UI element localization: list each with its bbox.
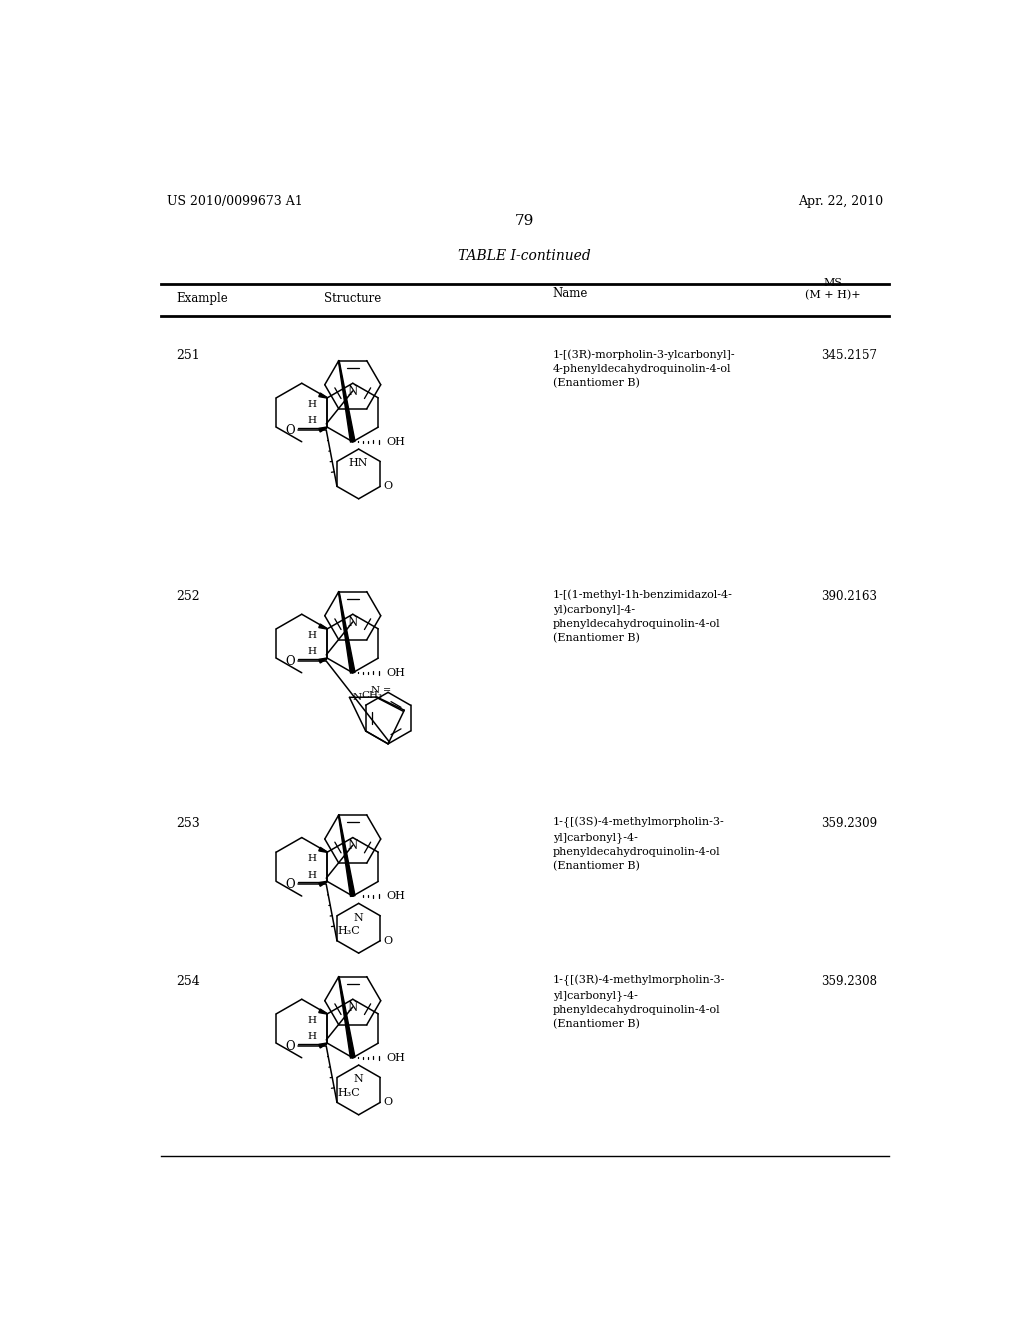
Text: O: O bbox=[286, 878, 295, 891]
Text: H: H bbox=[307, 1015, 316, 1024]
Text: H: H bbox=[307, 871, 316, 879]
Text: N: N bbox=[353, 912, 364, 923]
Text: Structure: Structure bbox=[325, 292, 381, 305]
Text: OH: OH bbox=[386, 437, 404, 446]
Polygon shape bbox=[318, 657, 328, 663]
Text: H: H bbox=[307, 417, 316, 425]
Text: 359.2309: 359.2309 bbox=[821, 817, 878, 830]
Text: H: H bbox=[307, 400, 316, 408]
Text: HN: HN bbox=[349, 458, 369, 469]
Text: O: O bbox=[286, 655, 295, 668]
Text: CH₃: CH₃ bbox=[361, 692, 383, 701]
Text: 390.2163: 390.2163 bbox=[821, 590, 878, 603]
Text: N: N bbox=[347, 840, 357, 853]
Text: 359.2308: 359.2308 bbox=[821, 974, 878, 987]
Text: H: H bbox=[307, 631, 316, 639]
Polygon shape bbox=[338, 977, 355, 1059]
Polygon shape bbox=[318, 882, 328, 886]
Text: O: O bbox=[383, 936, 392, 945]
Text: O: O bbox=[286, 1040, 295, 1052]
Text: 251: 251 bbox=[176, 350, 200, 363]
Text: 1-{[(3S)-4-methylmorpholin-3-
yl]carbonyl}-4-
phenyldecahydroquinolin-4-ol
(Enan: 1-{[(3S)-4-methylmorpholin-3- yl]carbony… bbox=[553, 817, 724, 871]
Text: TABLE I-continued: TABLE I-continued bbox=[459, 249, 591, 263]
Text: N: N bbox=[347, 385, 357, 397]
Text: H₃C: H₃C bbox=[337, 927, 359, 936]
Polygon shape bbox=[338, 360, 355, 442]
Text: O: O bbox=[383, 482, 392, 491]
Polygon shape bbox=[318, 847, 328, 853]
Text: Example: Example bbox=[176, 292, 227, 305]
Text: 79: 79 bbox=[515, 214, 535, 228]
Text: 254: 254 bbox=[176, 974, 200, 987]
Text: H: H bbox=[307, 854, 316, 863]
Text: H₃C: H₃C bbox=[337, 1088, 359, 1098]
Text: 1-[(1-methyl-1h-benzimidazol-4-
yl)carbonyl]-4-
phenyldecahydroquinolin-4-ol
(En: 1-[(1-methyl-1h-benzimidazol-4- yl)carbo… bbox=[553, 590, 732, 643]
Text: 345.2157: 345.2157 bbox=[821, 350, 878, 363]
Text: 253: 253 bbox=[176, 817, 200, 830]
Text: US 2010/0099673 A1: US 2010/0099673 A1 bbox=[167, 195, 302, 209]
Text: N: N bbox=[352, 693, 361, 702]
Polygon shape bbox=[318, 393, 328, 399]
Polygon shape bbox=[318, 1043, 328, 1048]
Text: 252: 252 bbox=[176, 590, 200, 603]
Text: O: O bbox=[286, 424, 295, 437]
Text: Apr. 22, 2010: Apr. 22, 2010 bbox=[799, 195, 884, 209]
Polygon shape bbox=[338, 814, 355, 896]
Text: OH: OH bbox=[386, 891, 404, 902]
Text: OH: OH bbox=[386, 1053, 404, 1063]
Text: N: N bbox=[353, 1074, 364, 1084]
Text: MS
(M + H)+: MS (M + H)+ bbox=[806, 279, 861, 300]
Text: N: N bbox=[347, 615, 357, 628]
Polygon shape bbox=[318, 624, 328, 630]
Text: H: H bbox=[307, 1032, 316, 1041]
Text: Name: Name bbox=[553, 286, 588, 300]
Text: O: O bbox=[383, 1097, 392, 1107]
Text: H: H bbox=[307, 648, 316, 656]
Text: 1-[(3R)-morpholin-3-ylcarbonyl]-
4-phenyldecahydroquinolin-4-ol
(Enantiomer B): 1-[(3R)-morpholin-3-ylcarbonyl]- 4-pheny… bbox=[553, 350, 735, 388]
Text: 1-{[(3R)-4-methylmorpholin-3-
yl]carbonyl}-4-
phenyldecahydroquinolin-4-ol
(Enan: 1-{[(3R)-4-methylmorpholin-3- yl]carbony… bbox=[553, 974, 725, 1030]
Text: OH: OH bbox=[386, 668, 404, 677]
Text: N: N bbox=[371, 685, 380, 694]
Polygon shape bbox=[318, 1008, 328, 1014]
Polygon shape bbox=[318, 426, 328, 432]
Text: N: N bbox=[347, 1001, 357, 1014]
Text: =: = bbox=[383, 685, 391, 694]
Polygon shape bbox=[338, 591, 355, 673]
